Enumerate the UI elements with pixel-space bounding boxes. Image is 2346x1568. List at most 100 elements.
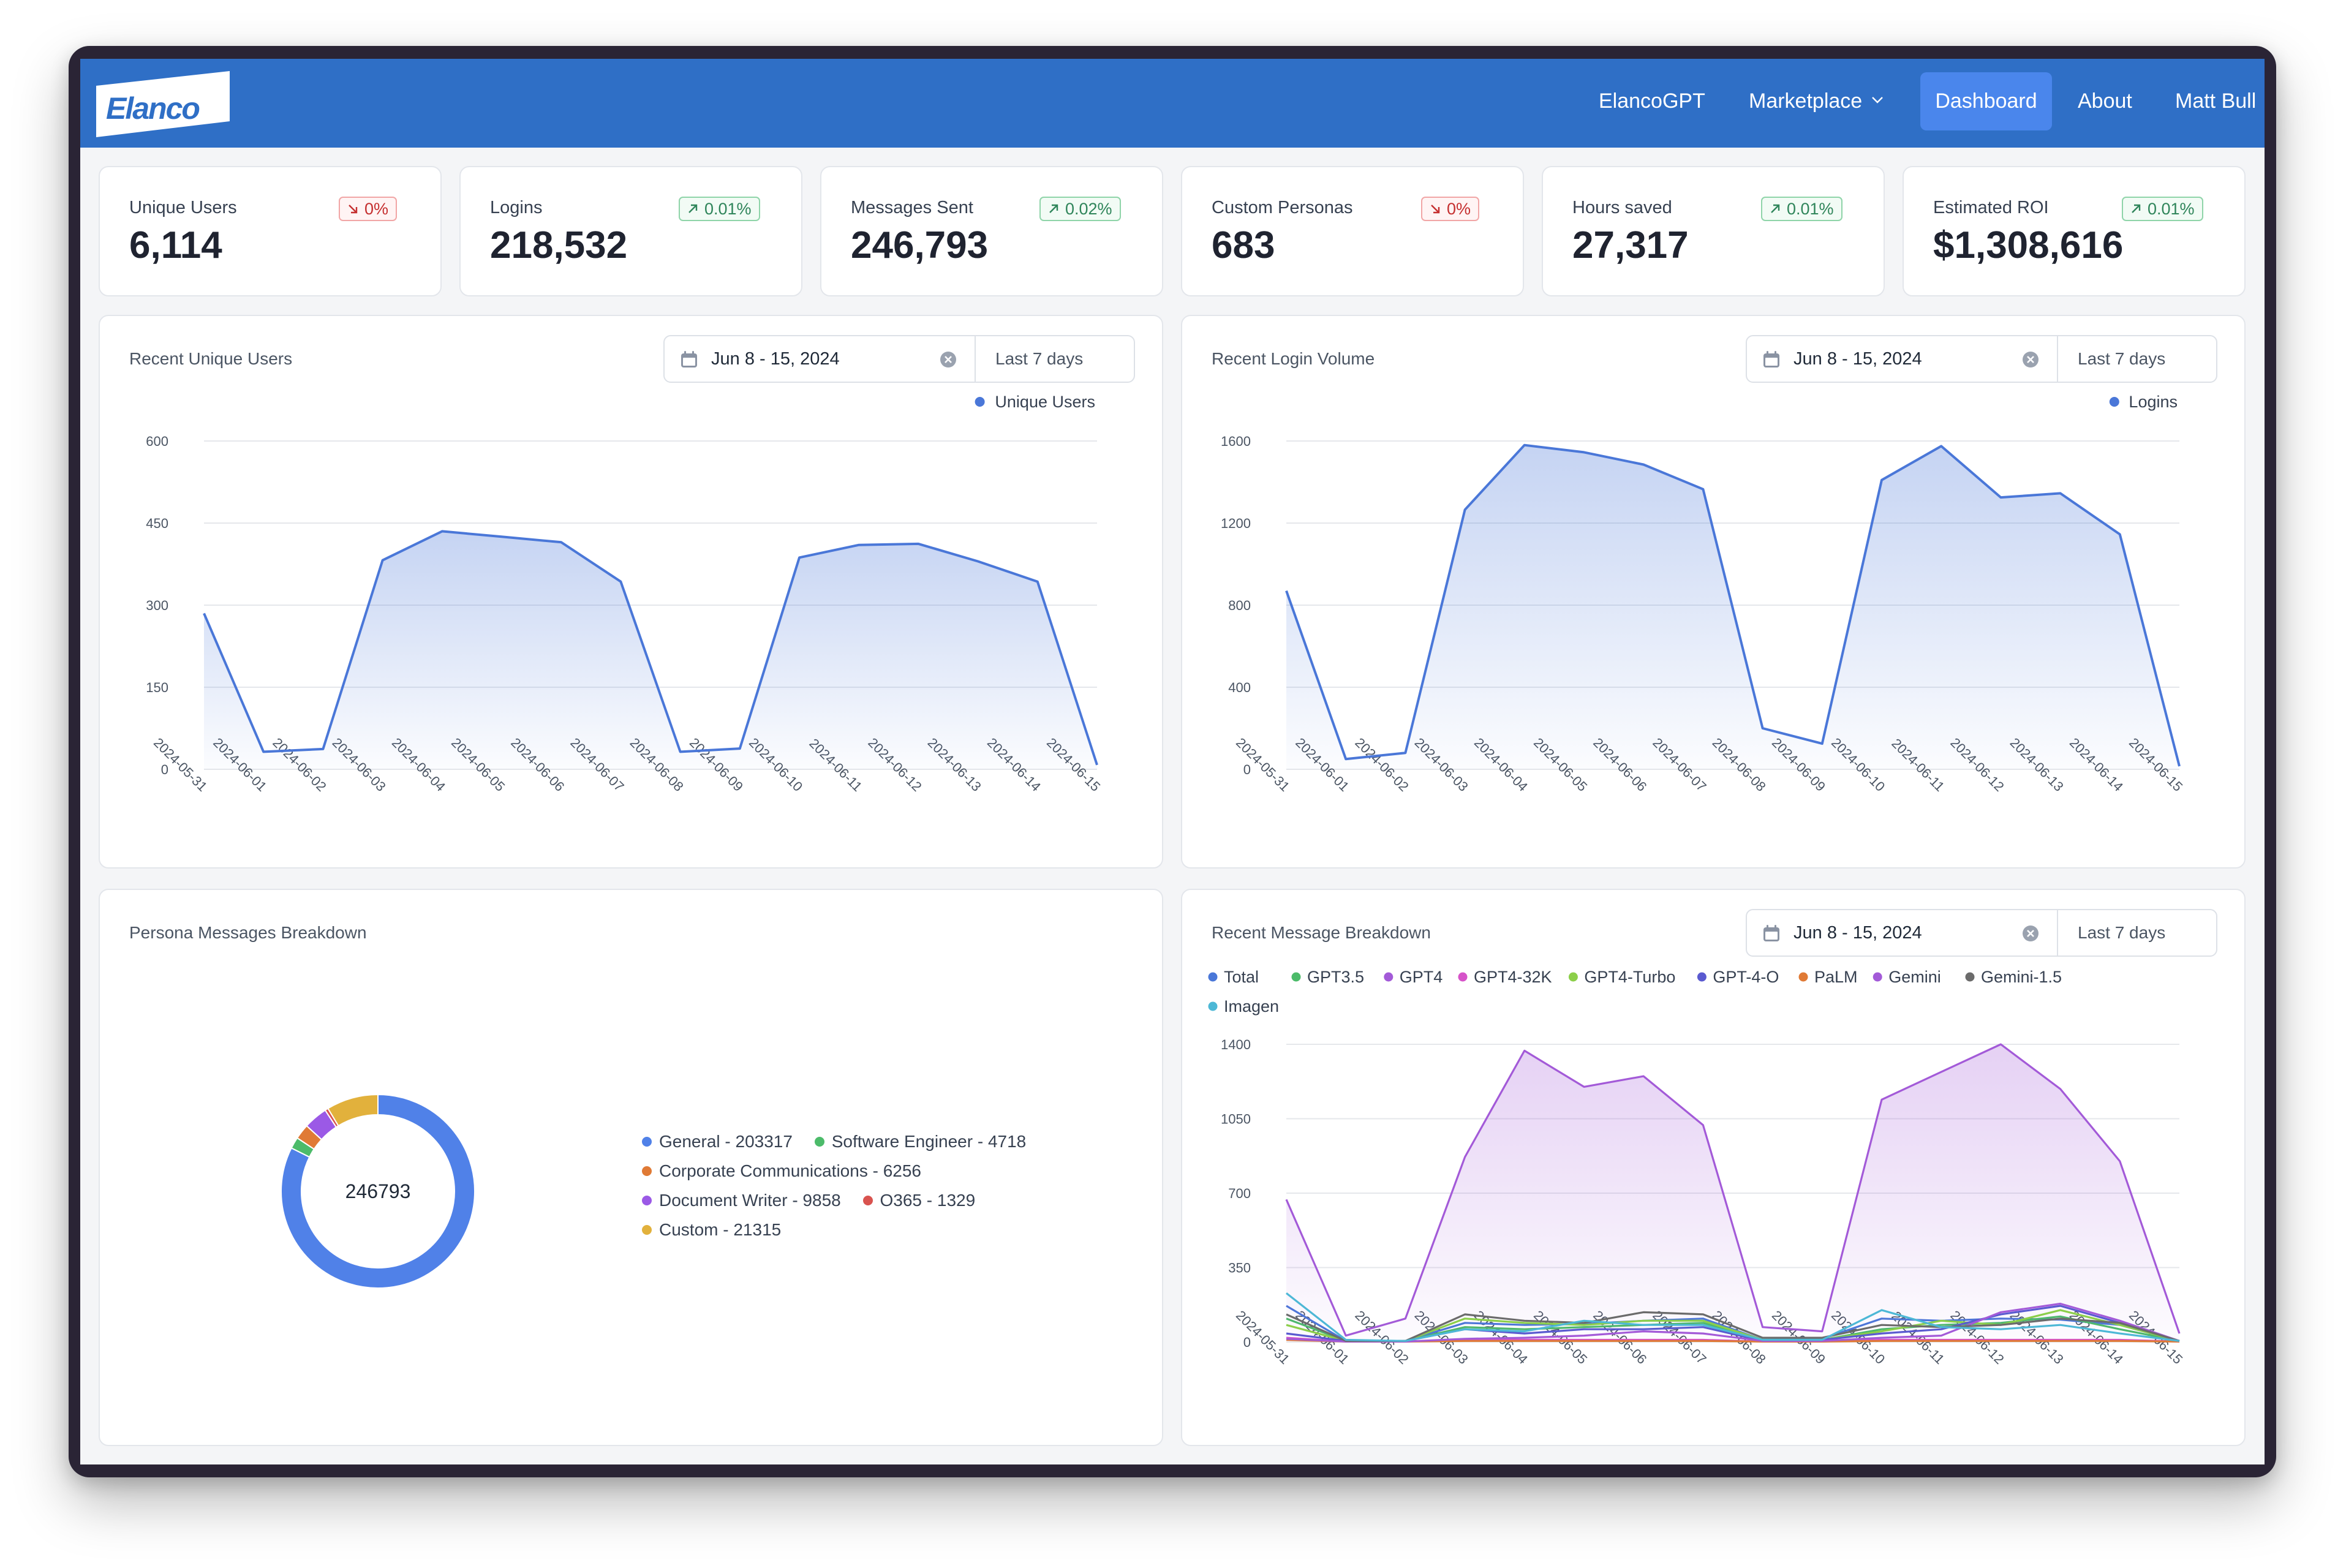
legend-item-o365: O365 - 1329 [862, 1191, 976, 1210]
series-line-gpt4 [1285, 1043, 2181, 1337]
legend-item-document-writer: Document Writer - 9858 [642, 1191, 841, 1210]
legend-item-gpt4-32k: GPT4-32K [1458, 968, 1552, 986]
kpi-title: Logins [490, 198, 543, 217]
date-preset-select[interactable]: Last 7 days [2078, 923, 2166, 942]
legend-dot [1697, 972, 1707, 982]
legend-item-gpt4-turbo: GPT4-Turbo [1568, 968, 1675, 986]
nav-marketplace[interactable]: Marketplace [1734, 72, 1899, 130]
panel-persona-messages-breakdown: Persona Messages Breakdown 246793 Genera… [99, 889, 1163, 1446]
legend-item-general: General - 203317 [642, 1132, 793, 1151]
panel-recent-message-breakdown: Recent Message Breakdown Jun 8 - 15, 202… [1181, 889, 2246, 1446]
kpi-change-badge: 0.01% [679, 197, 760, 221]
legend-item-gpt-4-o: GPT-4-O [1697, 968, 1779, 986]
clear-icon[interactable] [2021, 350, 2040, 369]
arrow-up-right-icon [1771, 204, 1780, 213]
legend-label: PaLM [1814, 968, 1858, 986]
legend-item-total: Total [1208, 968, 1259, 986]
legend-dot [1798, 972, 1808, 982]
panel-recent-login-volume: Recent Login Volume Jun 8 - 15, 2024 Las… [1181, 315, 2246, 869]
nav-about[interactable]: About [2063, 72, 2147, 130]
date-range-picker[interactable]: Jun 8 - 15, 2024 Last 7 days [1746, 909, 2217, 957]
nav-marketplace-label: Marketplace [1749, 89, 1863, 113]
legend-item-software-engineer: Software Engineer - 4718 [814, 1132, 1026, 1151]
arrow-up-right-icon [1049, 204, 1058, 213]
elanco-logo[interactable]: Elanco [92, 69, 233, 139]
donut-center-total: 246793 [345, 1180, 411, 1202]
nav-dashboard-label: Dashboard [1935, 89, 2037, 113]
kpi-change-value: 0.01% [2148, 200, 2195, 218]
legend-label: O365 - 1329 [880, 1191, 976, 1210]
date-range-value: Jun 8 - 15, 2024 [1793, 349, 1922, 369]
y-tick-label: 600 [146, 434, 168, 449]
legend-row: Custom - 21315 [642, 1220, 781, 1240]
x-tick-label: 2024-05-31 [1233, 1308, 1292, 1367]
series-line-gemini-1-5 [1286, 1311, 2180, 1342]
legend-dot [1291, 972, 1301, 982]
legend-item-gemini-1-5: Gemini-1.5 [1965, 968, 2062, 986]
kpi-value: $1,308,616 [1933, 224, 2124, 266]
nav-user-name: Matt Bull [2175, 89, 2257, 113]
panel-title: Recent Login Volume [1212, 349, 1375, 368]
kpi-change-badge: 0.01% [2122, 197, 2203, 221]
top-navbar: Elanco ElancoGPT Marketplace Dashboard A… [80, 59, 2265, 148]
series-line-palm [1286, 1338, 2180, 1343]
legend-label: Custom - 21315 [659, 1220, 782, 1239]
kpi-title: Messages Sent [851, 198, 973, 217]
legend-label: Document Writer - 9858 [659, 1191, 841, 1210]
kpi-change-badge: 0% [339, 197, 398, 221]
y-tick-label: 800 [1228, 598, 1251, 613]
logo-text: Elanco [106, 91, 199, 126]
nav-user-menu[interactable]: Matt Bull [2160, 72, 2265, 130]
kpi-value: 6,114 [129, 224, 222, 266]
date-range-value: Jun 8 - 15, 2024 [1793, 923, 1922, 943]
panel-title: Recent Message Breakdown [1212, 923, 1431, 942]
kpi-change-badge: 0% [1421, 197, 1480, 221]
kpi-value: 683 [1212, 224, 1275, 266]
clear-icon[interactable] [939, 350, 957, 369]
legend-item-corporate-communications: Corporate Communications - 6256 [642, 1161, 921, 1180]
nav-dashboard[interactable]: Dashboard [1920, 72, 2052, 130]
calendar-icon [1763, 925, 1779, 941]
calendar-icon [681, 351, 697, 368]
legend-dot [642, 1166, 652, 1176]
kpi-value: 246,793 [851, 224, 989, 266]
series-line-gpt4-turbo [1286, 1309, 2180, 1342]
message-breakdown-chart: Total GPT3.5 GPT4 GPT4-32K GPT4-Turbo GPT-4-O… [1208, 968, 2186, 1367]
kpi-title: Custom Personas [1212, 198, 1353, 217]
y-tick-label: 150 [146, 680, 168, 695]
kpi-card-logins: Logins 218,532 0.01% [459, 166, 802, 296]
date-preset-select[interactable]: Last 7 days [2078, 349, 2166, 368]
clear-icon[interactable] [2021, 924, 2040, 943]
legend-dot [1208, 972, 1218, 982]
y-tick-label: 450 [146, 516, 168, 531]
legend-item-palm: PaLM [1798, 968, 1858, 986]
kpi-value: 218,532 [490, 224, 628, 266]
series-line-imagen [1286, 1292, 2180, 1342]
legend-label: Unique Users [995, 393, 1095, 411]
arrow-up-right-icon [688, 204, 698, 213]
legend-item-custom: Custom - 21315 [642, 1220, 781, 1239]
divider [2057, 336, 2058, 382]
series-area-gpt4 [1286, 1044, 2179, 1342]
legend-item-gpt3-5: GPT3.5 [1291, 968, 1364, 986]
persona-donut-chart: 246793 [281, 1093, 475, 1289]
kpi-card-messages-sent: Messages Sent 246,793 0.02% [820, 166, 1163, 296]
date-range-picker[interactable]: Jun 8 - 15, 2024 Last 7 days [663, 335, 1135, 383]
legend-row: General - 203317 Software Engineer - 471… [642, 1132, 1026, 1152]
date-preset-select[interactable]: Last 7 days [995, 349, 1084, 368]
legend-label: Logins [2129, 393, 2178, 411]
legend-label: Gemini [1888, 968, 1941, 986]
date-range-picker[interactable]: Jun 8 - 15, 2024 Last 7 days [1746, 335, 2217, 383]
kpi-card-unique-users: Unique Users 6,114 0% [99, 166, 442, 296]
nav-elancogpt[interactable]: ElancoGPT [1584, 72, 1720, 130]
legend-label: Imagen [1224, 997, 1279, 1016]
kpi-title: Estimated ROI [1933, 198, 2049, 217]
kpi-value: 27,317 [1572, 224, 1689, 266]
y-tick-label: 700 [1228, 1186, 1251, 1201]
panel-title: Persona Messages Breakdown [129, 923, 367, 942]
y-tick-label: 300 [146, 598, 168, 613]
series-area-logins [1286, 445, 2179, 769]
donut-slice-general [281, 1093, 475, 1289]
x-tick-label: 2024-05-31 [151, 735, 210, 794]
arrow-down-right-icon [1431, 205, 1440, 214]
